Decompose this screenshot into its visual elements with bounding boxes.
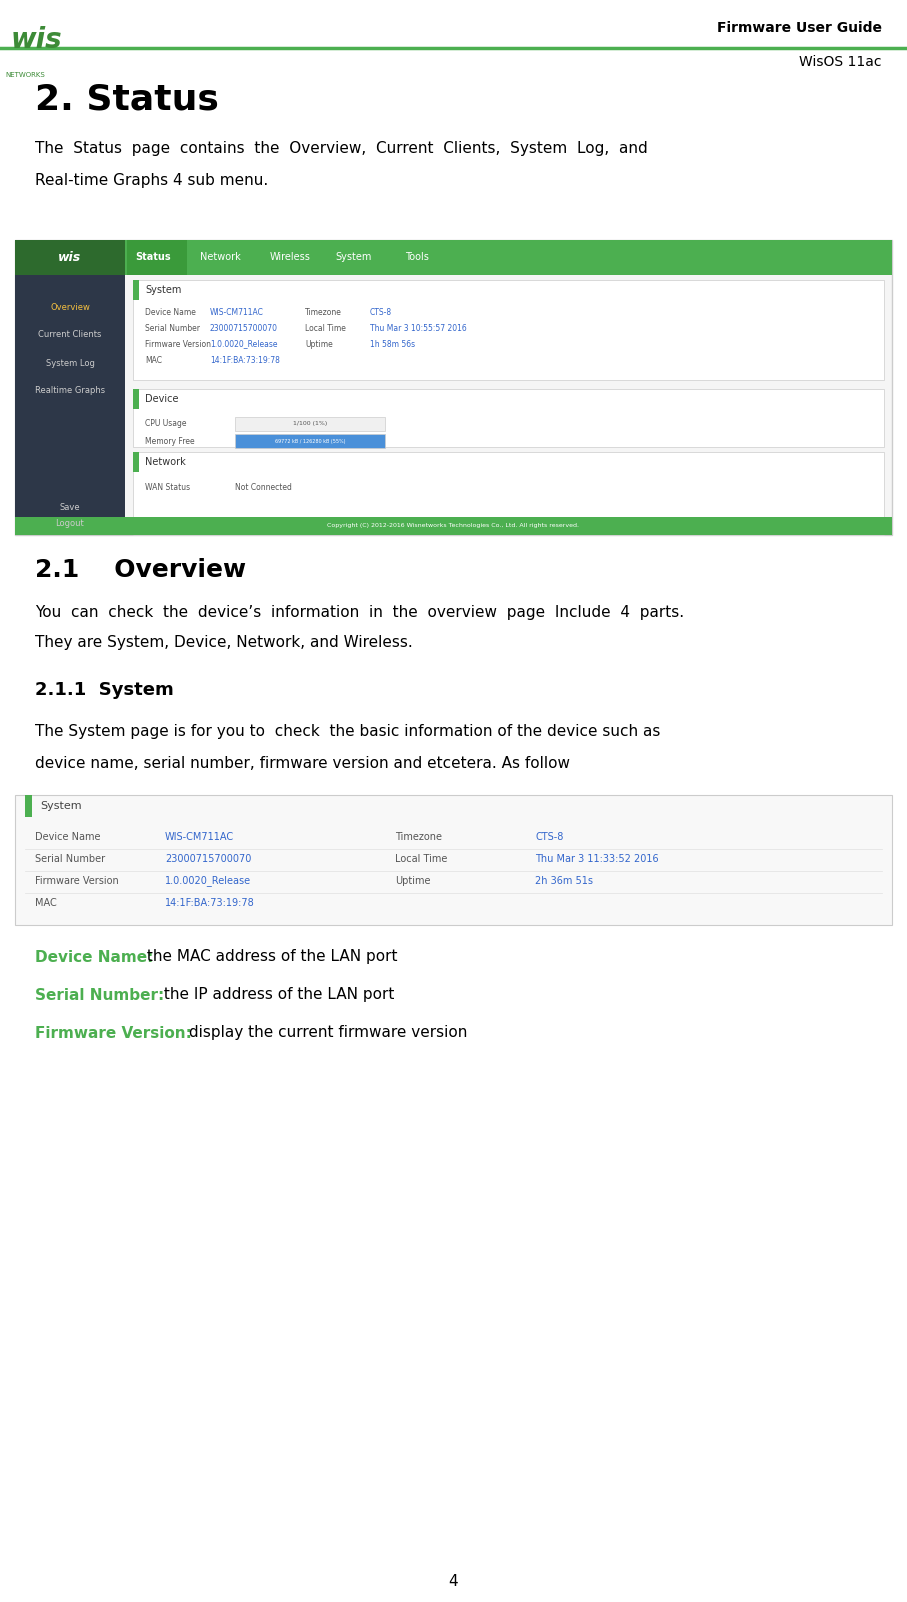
Text: Memory Free: Memory Free [145,436,195,445]
Text: wis: wis [11,26,63,53]
Text: Logout: Logout [55,519,84,527]
Bar [15,517,892,535]
Text: 1.0.0020_Release: 1.0.0020_Release [210,340,278,349]
Text: They are System, Device, Network, and Wireless.: They are System, Device, Network, and Wi… [35,636,413,650]
Text: Device Name: Device Name [35,831,101,843]
Text: Device Name:: Device Name: [35,950,153,964]
FancyBboxPatch shape [15,240,892,535]
Text: Thu Mar 3 10:55:57 2016: Thu Mar 3 10:55:57 2016 [370,324,467,333]
Text: Timezone: Timezone [305,308,342,317]
Text: Save: Save [60,503,81,511]
Text: 1h 58m 56s: 1h 58m 56s [370,340,415,349]
Text: 2h 36m 51s: 2h 36m 51s [535,876,593,886]
Text: Device: Device [145,394,179,404]
Text: Uptime: Uptime [305,340,333,349]
Bar [15,276,125,535]
Text: 2.1.1  System: 2.1.1 System [35,681,174,698]
Text: 14:1F:BA:73:19:78: 14:1F:BA:73:19:78 [165,899,255,908]
Bar [133,389,139,409]
Text: Overview: Overview [50,303,90,311]
Text: WIS-CM711AC: WIS-CM711AC [165,831,234,843]
Text: Realtime Graphs: Realtime Graphs [35,386,105,396]
Text: CTS-8: CTS-8 [535,831,563,843]
Text: CTS-8: CTS-8 [370,308,392,317]
Text: System: System [40,801,82,811]
Text: 1/100 (1%): 1/100 (1%) [293,421,327,426]
FancyBboxPatch shape [133,280,884,380]
Text: MAC: MAC [35,899,57,908]
Text: Network: Network [145,457,186,468]
Text: System Log: System Log [45,359,94,367]
Bar [127,240,187,276]
Text: NETWORKS: NETWORKS [5,72,45,78]
Bar [15,240,125,276]
Text: WisOS 11ac: WisOS 11ac [799,54,882,69]
Text: Real-time Graphs 4 sub menu.: Real-time Graphs 4 sub menu. [35,173,268,187]
Text: wis: wis [58,252,82,264]
FancyBboxPatch shape [133,389,884,447]
Text: Firmware Version:: Firmware Version: [35,1025,192,1041]
Text: 23000715700070: 23000715700070 [210,324,278,333]
Text: 4: 4 [449,1575,458,1589]
Text: Status: Status [135,253,171,263]
Bar [133,280,139,300]
Text: Copyright (C) 2012-2016 Wisnetworks Technologies Co., Ltd. All rights reserved.: Copyright (C) 2012-2016 Wisnetworks Tech… [327,524,580,529]
Text: Firmware Version: Firmware Version [145,340,211,349]
Text: display the current firmware version: display the current firmware version [184,1025,468,1041]
Text: System: System [145,285,181,295]
Text: the IP address of the LAN port: the IP address of the LAN port [159,987,395,1003]
Text: Tools: Tools [405,253,429,263]
Text: Device Name: Device Name [145,308,196,317]
Text: device name, serial number, firmware version and etcetera. As follow: device name, serial number, firmware ver… [35,756,570,771]
Text: The System page is for you to  check  the basic information of the device such a: The System page is for you to check the … [35,724,660,740]
Text: Serial Number: Serial Number [145,324,200,333]
Text: 1.0.0020_Release: 1.0.0020_Release [165,876,251,886]
Text: Uptime: Uptime [395,876,431,886]
Bar [235,434,385,449]
Text: Firmware User Guide: Firmware User Guide [717,21,882,35]
Text: Network: Network [200,253,240,263]
FancyBboxPatch shape [15,795,892,924]
Text: the MAC address of the LAN port: the MAC address of the LAN port [142,950,397,964]
Text: Serial Number:: Serial Number: [35,987,164,1003]
Text: MAC: MAC [145,356,162,365]
Text: The  Status  page  contains  the  Overview,  Current  Clients,  System  Log,  an: The Status page contains the Overview, C… [35,141,648,155]
Text: 2. Status: 2. Status [35,83,219,117]
Bar [235,417,385,431]
Text: CPU Usage: CPU Usage [145,420,187,428]
Bar [25,795,32,817]
Text: Firmware Version: Firmware Version [35,876,119,886]
Text: WIS-CM711AC: WIS-CM711AC [210,308,264,317]
Text: Serial Number: Serial Number [35,854,105,863]
Text: You  can  check  the  device’s  information  in  the  overview  page  Include  4: You can check the device’s information i… [35,604,684,620]
FancyBboxPatch shape [133,452,884,535]
Text: Wireless: Wireless [270,253,311,263]
Text: Timezone: Timezone [395,831,442,843]
Bar [133,452,139,473]
Text: WAN Status: WAN Status [145,482,190,492]
Text: Current Clients: Current Clients [38,330,102,340]
Bar [15,240,892,276]
Text: Local Time: Local Time [395,854,447,863]
Text: 14:1F:BA:73:19:78: 14:1F:BA:73:19:78 [210,356,280,365]
Text: Not Connected: Not Connected [235,482,292,492]
Text: System: System [335,253,371,263]
Text: 23000715700070: 23000715700070 [165,854,251,863]
Text: Thu Mar 3 11:33:52 2016: Thu Mar 3 11:33:52 2016 [535,854,658,863]
Text: Local Time: Local Time [305,324,346,333]
Text: 69772 kB / 126280 kB (55%): 69772 kB / 126280 kB (55%) [275,439,346,444]
Text: 2.1    Overview: 2.1 Overview [35,557,246,582]
